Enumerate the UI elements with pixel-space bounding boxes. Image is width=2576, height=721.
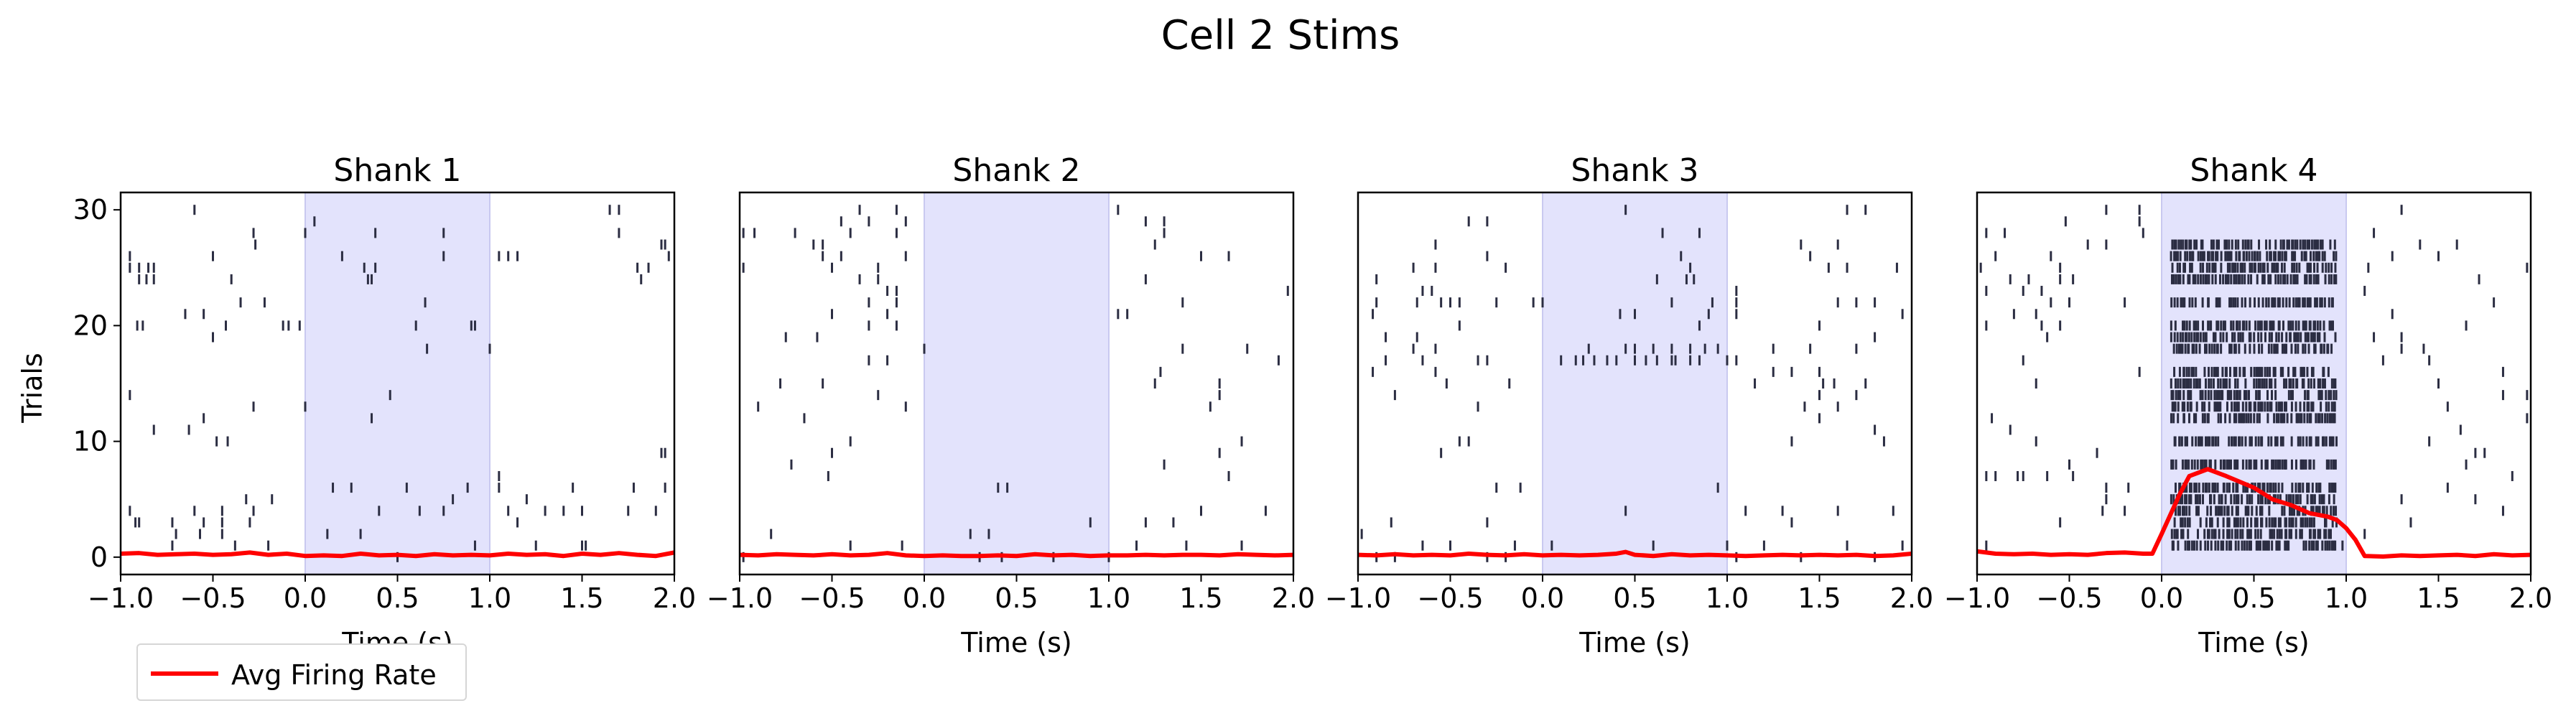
y-axis-label: Trials (17, 353, 48, 423)
stim-window (1542, 192, 1728, 575)
x-tick-label: 1.0 (1087, 582, 1130, 614)
x-tick-label: −1.0 (1944, 582, 2010, 614)
panel-title: Shank 4 (2190, 152, 2317, 189)
panels-group: Shank 1 −1.0 −0.5 0.0 0.5 1.0 1.5 2.0 Time (s) 0 1… (73, 152, 2553, 659)
spike-group (1360, 205, 1904, 562)
spike-group (742, 205, 1289, 562)
spike-group (1979, 205, 2529, 551)
panel-3: Shank 3 −1.0 −0.5 0.0 0.5 1.0 1.5 2.0 Time (s) (1325, 152, 1933, 659)
x-tick-label: 2.0 (653, 582, 696, 614)
x-tick-label: 0.0 (903, 582, 946, 614)
x-tick-label: 0.5 (1613, 582, 1656, 614)
panel-2: Shank 2 −1.0 −0.5 0.0 0.5 1.0 1.5 2.0 Time (s) (707, 152, 1315, 659)
x-tick-label: 1.5 (1179, 582, 1222, 614)
x-tick-label: 1.0 (468, 582, 511, 614)
x-tick-label: −0.5 (799, 582, 865, 614)
x-tick-label: −0.5 (180, 582, 246, 614)
panel-title: Shank 3 (1571, 152, 1698, 189)
x-tick-label: 1.5 (2417, 582, 2460, 614)
x-tick-label: 0.0 (284, 582, 327, 614)
x-tick-label: 0.0 (2140, 582, 2183, 614)
y-tick-label: 0 (90, 541, 108, 573)
x-tick-label: −1.0 (88, 582, 154, 614)
avg-firing-rate-line (120, 550, 675, 559)
y-tick-label: 20 (73, 310, 108, 341)
x-axis-label: Time (s) (960, 627, 1072, 659)
x-axis-label: Time (s) (2198, 627, 2310, 659)
panel-title: Shank 2 (952, 152, 1080, 189)
x-tick-label: 1.0 (2325, 582, 2368, 614)
x-tick-label: −0.5 (1417, 582, 1483, 614)
stim-window (924, 192, 1110, 575)
x-axis-label: Time (s) (1578, 627, 1691, 659)
avg-firing-rate-line (1976, 467, 2531, 559)
x-tick-label: −0.5 (2036, 582, 2102, 614)
y-tick-label: 10 (73, 426, 108, 457)
x-tick-label: 0.5 (995, 582, 1038, 614)
x-tick-label: −1.0 (707, 582, 773, 614)
legend-rate-line-swatch (151, 671, 218, 676)
x-tick-label: 2.0 (1890, 582, 1933, 614)
x-tick-label: 0.5 (376, 582, 419, 614)
x-tick-label: 1.0 (1706, 582, 1749, 614)
x-tick-label: 1.5 (560, 582, 603, 614)
avg-firing-rate-line (739, 551, 1294, 559)
x-tick-label: 2.0 (1272, 582, 1315, 614)
panel-4: Shank 4 −1.0 −0.5 0.0 0.5 1.0 1.5 2.0 Time (s) (1944, 152, 2552, 659)
spike-group (129, 205, 670, 562)
panel-title: Shank 1 (333, 152, 461, 189)
figure-title: Cell 2 Stims (1161, 12, 1400, 59)
y-tick-label: 30 (73, 194, 108, 225)
legend: Avg Firing Rate (136, 643, 467, 701)
avg-firing-rate-line (1357, 549, 1912, 559)
x-tick-label: 0.5 (2232, 582, 2275, 614)
x-tick-label: 0.0 (1521, 582, 1564, 614)
x-tick-label: 2.0 (2509, 582, 2552, 614)
stim-window (304, 192, 490, 575)
x-tick-label: −1.0 (1325, 582, 1391, 614)
x-tick-label: 1.5 (1798, 582, 1841, 614)
legend-label: Avg Firing Rate (231, 659, 437, 691)
